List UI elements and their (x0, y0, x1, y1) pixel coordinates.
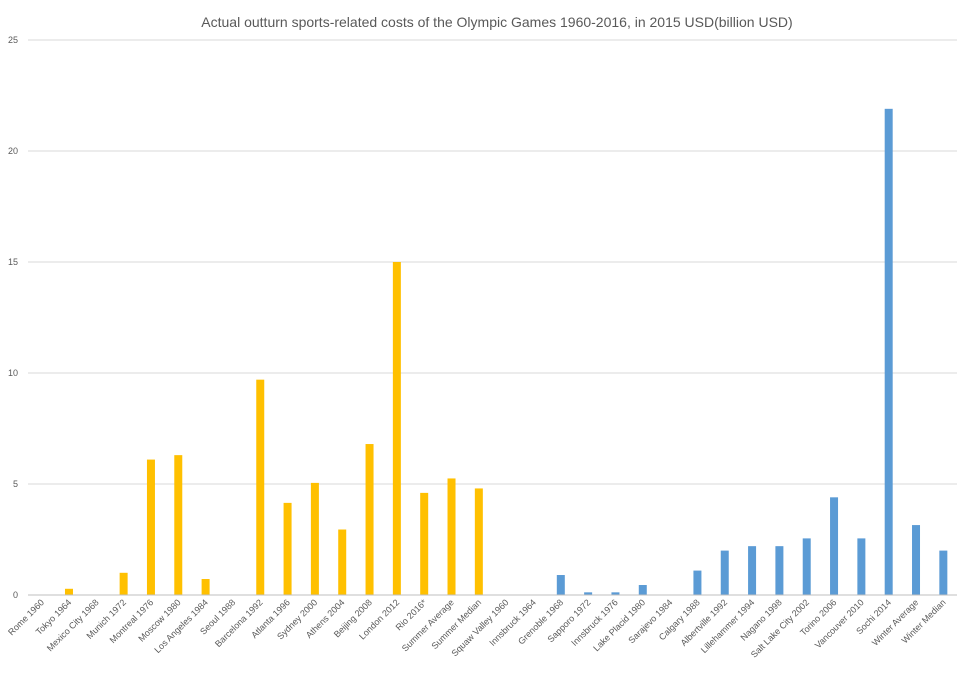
bar (64, 588, 73, 595)
bar (283, 502, 292, 595)
bar (119, 572, 128, 595)
bar (256, 379, 265, 595)
y-tick-label: 0 (13, 590, 18, 600)
bar (884, 108, 893, 595)
bar (693, 570, 702, 595)
bar (174, 455, 183, 595)
bars (64, 108, 948, 595)
bar (720, 550, 729, 595)
bar (447, 478, 456, 595)
bar (802, 538, 811, 595)
bar (310, 482, 319, 595)
bar (392, 262, 401, 595)
y-tick-label: 15 (8, 257, 18, 267)
bar (420, 492, 429, 595)
bar (775, 546, 784, 595)
bar (830, 497, 839, 595)
bar (338, 529, 347, 595)
gridlines (28, 39, 957, 485)
bar (201, 579, 210, 595)
y-axis-ticks: 0 5 10 15 20 25 (8, 35, 18, 600)
chart-title: Actual outturn sports-related costs of t… (201, 14, 792, 30)
x-category-label: Vancouver 2010 (813, 597, 866, 650)
bar (857, 538, 866, 595)
bar (939, 550, 948, 595)
bar (611, 592, 620, 595)
x-category-label: Summer Median (429, 597, 483, 651)
bar (146, 459, 155, 595)
y-tick-label: 10 (8, 368, 18, 378)
y-tick-label: 5 (13, 479, 18, 489)
x-category-label: Barcelona 1992 (213, 597, 265, 649)
bar (638, 585, 647, 595)
bar (474, 488, 483, 595)
y-tick-label: 25 (8, 35, 18, 45)
bar (556, 575, 565, 595)
y-tick-label: 20 (8, 146, 18, 156)
bar (748, 546, 757, 595)
bar (365, 444, 374, 595)
bar (584, 592, 593, 595)
bar (912, 525, 921, 595)
